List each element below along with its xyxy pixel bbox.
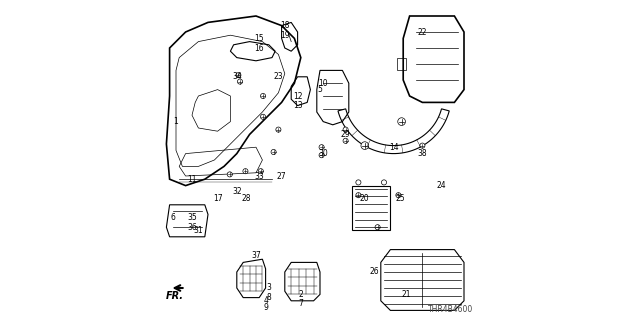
Circle shape: [343, 138, 348, 143]
Text: 24: 24: [436, 181, 447, 190]
Text: 6: 6: [170, 213, 175, 222]
Circle shape: [356, 193, 361, 198]
Text: 13: 13: [292, 101, 303, 110]
Text: FR.: FR.: [165, 291, 184, 301]
Text: 25: 25: [395, 194, 405, 203]
Text: 32: 32: [232, 188, 242, 196]
Text: 2: 2: [298, 290, 303, 299]
Text: 8: 8: [266, 293, 271, 302]
Circle shape: [243, 169, 248, 174]
Circle shape: [420, 143, 425, 148]
Text: 29: 29: [340, 130, 351, 139]
Circle shape: [276, 127, 281, 132]
Text: THR4B4600: THR4B4600: [428, 305, 474, 314]
Text: 27: 27: [276, 172, 287, 180]
Circle shape: [361, 142, 369, 149]
Circle shape: [271, 149, 276, 155]
Circle shape: [319, 153, 324, 158]
Text: 30: 30: [318, 149, 328, 158]
Circle shape: [343, 127, 348, 132]
Text: 35: 35: [187, 213, 197, 222]
Text: 33: 33: [254, 172, 264, 180]
Text: 36: 36: [187, 223, 197, 232]
Text: 20: 20: [360, 194, 370, 203]
Circle shape: [237, 79, 243, 84]
Text: 26: 26: [369, 268, 380, 276]
Text: 19: 19: [280, 31, 290, 40]
Text: 1: 1: [173, 117, 179, 126]
Circle shape: [398, 118, 406, 125]
Text: 17: 17: [212, 194, 223, 203]
Circle shape: [396, 193, 401, 198]
Text: 14: 14: [388, 143, 399, 152]
Circle shape: [260, 114, 266, 119]
Text: 15: 15: [254, 34, 264, 43]
Text: 11: 11: [188, 175, 196, 184]
Text: 3: 3: [266, 284, 271, 292]
Text: 38: 38: [417, 149, 428, 158]
Text: 28: 28: [242, 194, 251, 203]
Text: 4: 4: [263, 296, 268, 305]
Text: 23: 23: [273, 72, 284, 81]
Text: 18: 18: [280, 21, 289, 30]
Text: 7: 7: [298, 300, 303, 308]
Circle shape: [375, 225, 380, 230]
Text: 16: 16: [254, 44, 264, 52]
Text: 31: 31: [193, 226, 204, 235]
Text: 10: 10: [318, 79, 328, 88]
Circle shape: [227, 172, 232, 177]
Text: 34: 34: [232, 72, 242, 81]
Circle shape: [259, 169, 264, 174]
Text: 37: 37: [251, 252, 261, 260]
Text: 5: 5: [317, 85, 323, 94]
Circle shape: [319, 145, 324, 150]
Text: 12: 12: [293, 92, 302, 100]
Circle shape: [260, 93, 266, 99]
Circle shape: [236, 73, 241, 78]
Text: 22: 22: [418, 28, 427, 36]
Text: 9: 9: [263, 303, 268, 312]
Text: 21: 21: [402, 290, 411, 299]
